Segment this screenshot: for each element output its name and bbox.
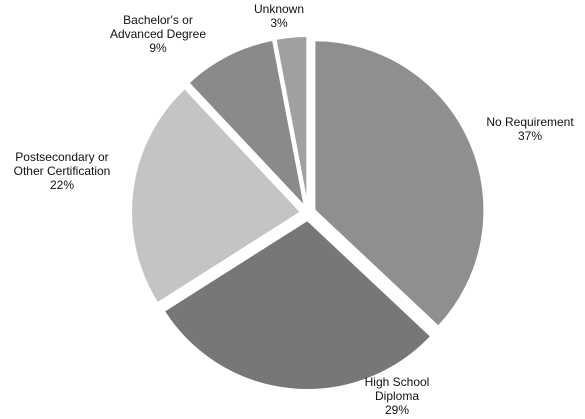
- pie-slice-high-school-diploma: [162, 218, 433, 391]
- slice-value-label: 9%: [149, 41, 167, 55]
- slice-label-postsecondary-or-other-certification: Postsecondary or Other Certification 22%: [14, 150, 111, 192]
- slice-category-label: Advanced Degree: [110, 27, 206, 41]
- slice-label-unknown: Unknown 3%: [254, 2, 304, 30]
- slice-category-label: High School: [365, 375, 430, 389]
- slice-value-label: 22%: [50, 178, 74, 192]
- pie-slice-no-requirement: [313, 39, 486, 329]
- slice-category-label: Bachelor's or: [123, 13, 193, 27]
- pie-slices: [130, 35, 486, 391]
- pie-slice-unknown: [274, 35, 309, 207]
- slice-label-bachelor-s-or-advanced-degree: Bachelor's or Advanced Degree 9%: [110, 13, 206, 55]
- slice-category-label: Unknown: [254, 2, 304, 16]
- pie-slice-postsecondary-or-other-certification: [130, 86, 303, 305]
- slice-category-label: Diploma: [375, 389, 419, 403]
- slice-value-label: 37%: [518, 129, 542, 143]
- slice-category-label: Other Certification: [14, 164, 111, 178]
- slice-value-label: 29%: [385, 403, 409, 417]
- slice-label-no-requirement: No Requirement 37%: [486, 115, 574, 143]
- pie-slice-bachelor-s-or-advanced-degree: [187, 38, 307, 210]
- pie-labels: No Requirement 37% High School Diploma 29% Po…: [14, 2, 575, 417]
- slice-value-label: 3%: [270, 16, 288, 30]
- slice-category-label: No Requirement: [486, 115, 574, 129]
- slice-category-label: Postsecondary or: [15, 150, 108, 164]
- slice-label-high-school-diploma: High School Diploma 29%: [365, 375, 430, 417]
